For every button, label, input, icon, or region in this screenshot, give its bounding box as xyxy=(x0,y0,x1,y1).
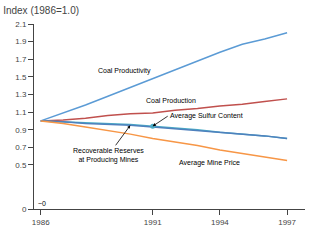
svg-text:1986: 1986 xyxy=(32,218,50,227)
svg-text:0: 0 xyxy=(22,205,27,214)
svg-text:Average Sulfur Content: Average Sulfur Content xyxy=(170,112,243,120)
svg-text:0.5: 0.5 xyxy=(15,161,27,170)
svg-text:0.9: 0.9 xyxy=(15,126,27,135)
svg-text:1.7: 1.7 xyxy=(15,55,27,64)
svg-text:2.1: 2.1 xyxy=(15,20,27,29)
svg-text:Coal Productivity: Coal Productivity xyxy=(98,67,151,75)
svg-text:Coal Production: Coal Production xyxy=(146,97,196,104)
svg-text:1.5: 1.5 xyxy=(15,73,27,82)
svg-text:1994: 1994 xyxy=(211,218,229,227)
svg-text:1.3: 1.3 xyxy=(15,90,27,99)
svg-text:0.7: 0.7 xyxy=(15,143,27,152)
svg-text:1.1: 1.1 xyxy=(15,108,27,117)
svg-text:Index (1986=1.0): Index (1986=1.0) xyxy=(3,5,79,16)
svg-text:1991: 1991 xyxy=(144,218,162,227)
svg-text:1.9: 1.9 xyxy=(15,37,27,46)
svg-text:~0: ~0 xyxy=(38,200,46,207)
svg-text:Recoverable Reservesat Produci: Recoverable Reservesat Producing Mines xyxy=(73,147,144,164)
svg-text:Average Mine Price: Average Mine Price xyxy=(179,159,240,167)
svg-text:1997: 1997 xyxy=(278,218,296,227)
